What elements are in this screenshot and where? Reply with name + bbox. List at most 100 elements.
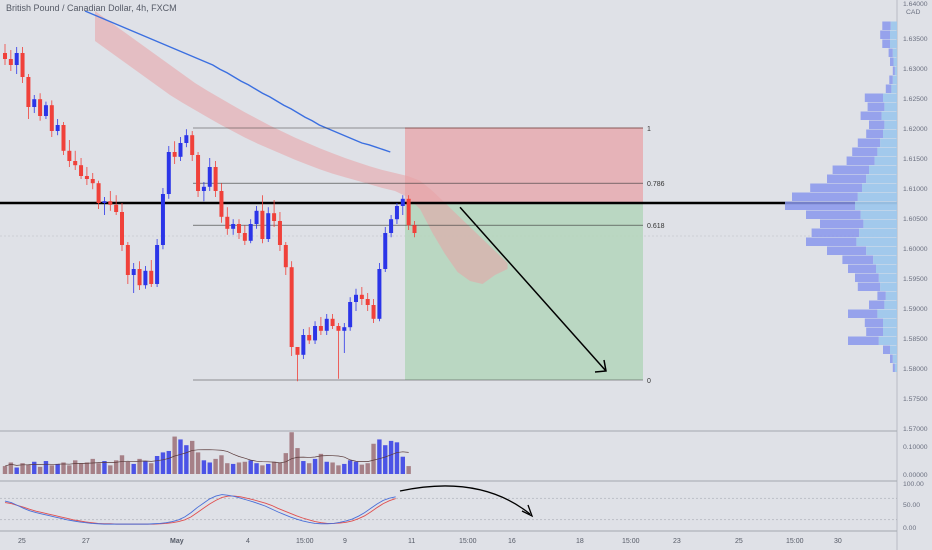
- volume-bar: [96, 463, 101, 474]
- candle-body: [49, 105, 54, 131]
- stoch-forecast-arrow-head: [521, 504, 534, 518]
- volume-bar: [289, 432, 294, 474]
- price-axis-label: 1.58000: [903, 366, 928, 373]
- volume-profile-sell-bar: [869, 300, 885, 309]
- candle-body: [219, 191, 224, 217]
- price-axis-label: 1.57500: [903, 396, 928, 403]
- volume-profile-sell-bar: [866, 327, 883, 336]
- volume-profile-buy-bar: [874, 156, 897, 165]
- time-axis-label: 4: [246, 538, 250, 545]
- volume-bar: [236, 462, 242, 474]
- candle-body: [61, 125, 66, 151]
- volume-bar: [137, 458, 142, 474]
- time-axis-label: 23: [673, 538, 681, 545]
- volume-profile-buy-bar: [890, 30, 897, 39]
- time-axis-label: 15:00: [296, 538, 314, 545]
- volume-profile-buy-bar: [885, 291, 897, 300]
- volume-bar: [2, 466, 8, 474]
- time-axis-label: 11: [408, 538, 415, 545]
- volume-bar: [131, 463, 136, 474]
- volume-bar: [242, 461, 248, 474]
- volume-profile-buy-bar: [862, 183, 897, 192]
- volume-bar: [90, 458, 95, 474]
- price-axis-label: 1.59500: [903, 276, 928, 283]
- candle-body: [412, 225, 417, 233]
- volume-bar: [125, 461, 131, 474]
- volume-bar: [230, 463, 236, 474]
- candle-body: [73, 161, 78, 166]
- volume-bar: [14, 467, 19, 474]
- stop-loss-zone: [405, 128, 643, 203]
- volume-profile-sell-bar: [883, 345, 890, 354]
- time-axis-label: 25: [735, 538, 743, 545]
- stoch-axis-label: 100.00: [903, 481, 924, 488]
- volume-bar: [55, 463, 60, 474]
- volume-bar: [37, 466, 43, 474]
- candle-body: [330, 318, 335, 326]
- candle-body: [301, 335, 306, 355]
- volume-profile-sell-bar: [792, 192, 858, 201]
- volume-profile-buy-bar: [890, 39, 897, 48]
- volume-bar: [26, 464, 31, 474]
- candle-body: [102, 201, 107, 203]
- volume-bar: [8, 462, 14, 474]
- volume-bar: [213, 458, 218, 474]
- volume-profile-buy-bar: [863, 219, 897, 228]
- time-axis-label: 27: [82, 538, 90, 545]
- price-axis-label: 1.57000: [903, 426, 928, 433]
- candle-body: [260, 210, 265, 239]
- fib-level-label: 0.618: [647, 223, 665, 230]
- candle-body: [160, 194, 165, 245]
- volume-profile-sell-bar: [832, 165, 869, 174]
- candle-body: [318, 326, 323, 331]
- candle-body: [231, 224, 236, 229]
- candle-body: [272, 213, 277, 221]
- volume-profile-sell-bar: [890, 354, 893, 363]
- volume-profile-sell-bar: [885, 84, 892, 93]
- volume-profile-buy-bar: [892, 75, 897, 84]
- volume-bar: [102, 461, 107, 474]
- candle-body: [336, 326, 341, 331]
- volume-profile-sell-bar: [842, 255, 874, 264]
- candle-body: [38, 99, 43, 116]
- volume-bar: [154, 456, 160, 474]
- volume-profile-sell-bar: [892, 363, 895, 372]
- volume-bar: [108, 465, 113, 474]
- volume-bar: [32, 461, 37, 474]
- volume-bar: [277, 462, 283, 474]
- volume-profile-sell-bar: [892, 66, 895, 75]
- candle-body: [371, 305, 376, 319]
- candle-body: [196, 155, 201, 191]
- price-axis-label: 1.59000: [903, 306, 928, 313]
- volume-profile-buy-bar: [892, 48, 897, 57]
- volume-profile-buy-bar: [890, 21, 897, 30]
- candle-body: [359, 294, 364, 299]
- volume-profile-sell-bar: [890, 57, 894, 66]
- price-axis-label: 1.60500: [903, 216, 928, 223]
- volume-bar: [219, 455, 224, 474]
- volume-profile-buy-bar: [877, 147, 897, 156]
- volume-profile-sell-bar: [848, 309, 878, 318]
- volume-profile-buy-bar: [860, 210, 897, 219]
- volume-average-line: [4, 449, 409, 467]
- volume-profile-sell-bar: [860, 111, 882, 120]
- volume-bar: [160, 452, 166, 474]
- candle-body: [131, 269, 136, 275]
- volume-bar: [388, 440, 394, 474]
- volume-bar: [324, 461, 329, 474]
- volume-profile-sell-bar: [827, 174, 867, 183]
- candle-body: [84, 176, 89, 179]
- candle-body: [143, 270, 148, 286]
- candle-body: [20, 53, 25, 77]
- volume-profile-sell-bar: [848, 336, 879, 345]
- time-axis-label: 16: [508, 538, 516, 545]
- volume-profile-sell-bar: [846, 156, 875, 165]
- volume-profile-buy-bar: [855, 201, 897, 210]
- candle-body: [365, 299, 370, 305]
- volume-profile-buy-bar: [880, 138, 897, 147]
- volume-bar: [149, 463, 154, 474]
- fib-level-label: 1: [647, 126, 651, 133]
- volume-profile-buy-bar: [884, 120, 897, 129]
- volume-bar: [400, 456, 405, 474]
- volume-profile-sell-bar: [857, 282, 881, 291]
